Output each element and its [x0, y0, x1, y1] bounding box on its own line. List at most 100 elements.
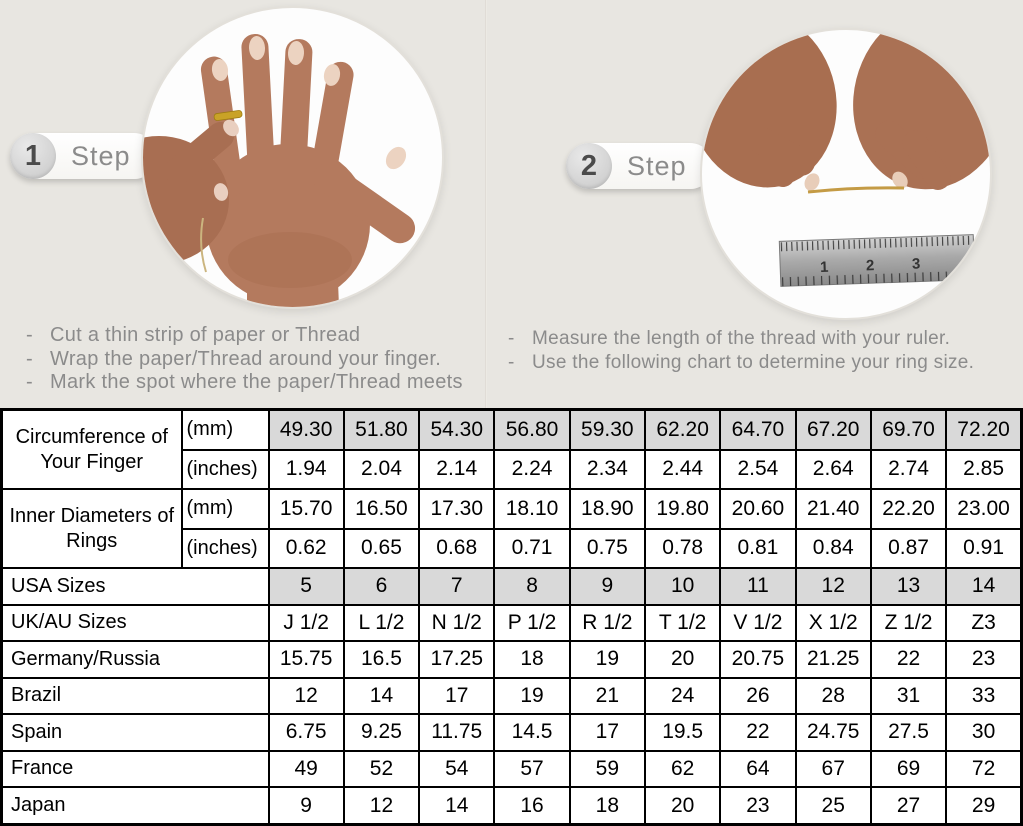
- value-cell: 2.54: [719, 448, 797, 491]
- value-cell: 6: [342, 567, 421, 606]
- value-cell: 49.30: [267, 408, 345, 451]
- value-cell: 0.84: [794, 527, 872, 570]
- value-cell: 56.80: [493, 408, 571, 451]
- value-cell: 13: [869, 567, 948, 606]
- value-cell: 20.75: [719, 640, 797, 679]
- table-row: Germany/Russia 15.75 16.5 17.25 18 19 20 20.75 2…: [0, 640, 1023, 679]
- bullet-dash: -: [26, 347, 33, 370]
- value-cell: 18.90: [568, 488, 646, 530]
- row-label: Japan: [0, 786, 270, 826]
- bullet-dash: -: [508, 351, 515, 373]
- value-cell: 69.70: [869, 408, 948, 451]
- value-cell: 5: [267, 567, 345, 606]
- value-cell: 15.70: [267, 488, 345, 530]
- instruction-text: Cut a thin strip of paper or Thread: [50, 324, 361, 346]
- value-cell: 17: [568, 713, 646, 752]
- value-cell: X 1/2: [794, 603, 872, 643]
- instruction-text: Wrap the paper/Thread around your finger…: [50, 347, 442, 370]
- ring-size-table: Circumference of Your Finger (mm) 49.30 51.…: [0, 408, 1023, 826]
- value-cell: 20.60: [719, 488, 797, 530]
- value-cell: 25: [794, 786, 872, 826]
- value-cell: 54.30: [418, 408, 496, 451]
- value-cell: 0.71: [493, 527, 571, 570]
- table-row: Brazil 12 14 17 19 21 24 26 28 31 33: [0, 676, 1023, 716]
- step2-photo-circle: 1 2 3: [700, 28, 992, 320]
- unit-cell: (mm): [180, 408, 270, 451]
- value-cell: 18.10: [493, 488, 571, 530]
- table-row: (inches) 0.62 0.65 0.68 0.71 0.75 0.78 0.81 0.84…: [2, 527, 1023, 570]
- value-cell: 64: [719, 749, 797, 789]
- row-label: Brazil: [0, 676, 270, 716]
- value-cell: 28: [794, 676, 872, 716]
- value-cell: 0.75: [568, 527, 646, 570]
- value-cell: 0.78: [643, 527, 722, 570]
- value-cell: 29: [945, 786, 1023, 826]
- value-cell: 20: [643, 640, 722, 679]
- value-cell: 54: [418, 749, 496, 789]
- value-cell: 14: [342, 676, 421, 716]
- value-cell: R 1/2: [568, 603, 646, 643]
- row-label: Germany/Russia: [0, 640, 270, 679]
- value-cell: 22: [719, 713, 797, 752]
- value-cell: 9: [568, 567, 646, 606]
- value-cell: 17: [418, 676, 496, 716]
- instruction-line: - Mark the spot where the paper/Thread me…: [22, 371, 487, 395]
- value-cell: 9: [267, 786, 345, 826]
- value-cell: 52: [342, 749, 421, 789]
- step2-label: Step: [627, 150, 687, 181]
- value-cell: 11: [719, 567, 797, 606]
- value-cell: 16.50: [342, 488, 421, 530]
- value-cell: 49: [267, 749, 345, 789]
- instruction-text: Measure the length of the thread with yo…: [532, 328, 951, 349]
- instruction-line: - Wrap the paper/Thread around your finge…: [22, 348, 487, 372]
- value-cell: 27.5: [869, 713, 948, 752]
- table-row: Circumference of Your Finger (mm) 49.30 51.…: [0, 408, 1023, 491]
- value-cell: 72: [945, 749, 1023, 789]
- value-cell: L 1/2: [342, 603, 421, 643]
- thread: [200, 217, 207, 273]
- value-cell: 69: [869, 749, 948, 789]
- step1-badge: 1 Step: [10, 133, 157, 179]
- value-cell: 24.75: [794, 713, 872, 752]
- table-row: Inner Diameters of Rings (mm) 15.70 16.50 17…: [0, 488, 1023, 570]
- table-row: Spain 6.75 9.25 11.75 14.5 17 19.5 22 24.75 27.5 3…: [0, 713, 1023, 752]
- value-cell: 1.94: [267, 448, 345, 491]
- value-cell: 19: [568, 640, 646, 679]
- value-cell: 23.00: [945, 488, 1023, 530]
- value-cell: 8: [493, 567, 571, 606]
- value-cell: 62.20: [643, 408, 722, 451]
- value-cell: 14.5: [493, 713, 571, 752]
- row-label: France: [0, 749, 270, 789]
- row-group-label: Inner Diameters of Rings: [0, 488, 183, 570]
- value-cell: 62: [643, 749, 722, 789]
- value-cell: 21.25: [794, 640, 872, 679]
- value-cell: 2.64: [794, 448, 872, 491]
- measured-thread: [807, 186, 905, 194]
- value-cell: 33: [945, 676, 1023, 716]
- value-cell: 0.62: [267, 527, 345, 570]
- value-cell: Z 1/2: [869, 603, 948, 643]
- value-cell: J 1/2: [267, 603, 345, 643]
- value-cell: 12: [794, 567, 872, 606]
- row-group-label: Circumference of Your Finger: [0, 408, 183, 491]
- value-cell: 57: [493, 749, 571, 789]
- ruler: 1 2 3: [778, 234, 976, 287]
- table-row: Japan 9 12 14 16 18 20 23 25 27 29: [0, 786, 1023, 826]
- unit-cell: (mm): [180, 488, 270, 530]
- ruler-number-2: 2: [866, 257, 875, 274]
- gold-ring: [213, 110, 243, 121]
- value-cell: 19.80: [643, 488, 722, 530]
- value-cell: 16.5: [342, 640, 421, 679]
- value-cell: 26: [719, 676, 797, 716]
- step2-badge: 2 Step: [566, 143, 713, 189]
- value-cell: 2.24: [493, 448, 571, 491]
- value-cell: 2.74: [869, 448, 948, 491]
- hand-with-ring-illustration: [143, 34, 416, 307]
- value-cell: 0.81: [719, 527, 797, 570]
- value-cell: 27: [869, 786, 948, 826]
- step2-number: 2: [566, 143, 612, 189]
- value-cell: 14: [418, 786, 496, 826]
- value-cell: 14: [945, 567, 1023, 606]
- value-cell: 18: [568, 786, 646, 826]
- value-cell: 0.91: [945, 527, 1023, 570]
